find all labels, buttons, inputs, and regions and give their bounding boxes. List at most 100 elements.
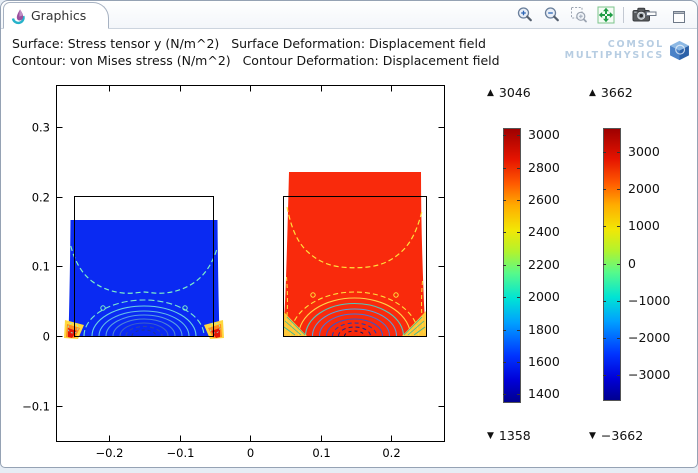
- colorbar2-max-marker: ▲ 3662: [589, 85, 633, 100]
- zoom-extents-button[interactable]: [596, 5, 615, 24]
- colorbar-tick-notch: [617, 152, 620, 154]
- axis-tick-label: 0.2: [382, 446, 400, 460]
- zoom-in-button[interactable]: [515, 5, 534, 24]
- colorbar-tick-label: 2000: [528, 289, 560, 305]
- colorbar-tick-notch: [517, 264, 520, 266]
- colorbar-tick-label: −2000: [628, 329, 671, 345]
- maximize-icon: [672, 10, 685, 23]
- colorbar2-min-marker: ▼ −3662: [589, 428, 643, 443]
- axis-tick-label: −0.2: [96, 446, 124, 460]
- colorbar-tick-notch: [503, 394, 506, 396]
- colorbar-tick-notch: [517, 329, 520, 331]
- colorbar-tick-notch: [517, 232, 520, 234]
- colorbar-tick-notch: [603, 152, 606, 154]
- tab-graphics-label: Graphics: [31, 8, 87, 23]
- colorbar1-max-value: 3046: [498, 85, 531, 100]
- colorbar-tick-notch: [503, 135, 506, 137]
- plot-title-block: Surface: Stress tensor y (N/m^2) Surface…: [12, 35, 500, 69]
- maximize-view-button[interactable]: [669, 7, 688, 26]
- view-window-controls: [642, 7, 688, 26]
- colorbar-tick-label: −3000: [628, 366, 671, 382]
- colorbar-tick-notch: [603, 226, 606, 228]
- colorbar-tick-notch: [603, 300, 606, 302]
- colorbar-right-gradient: [603, 128, 621, 401]
- colorbar-tick-label: 1800: [528, 321, 560, 337]
- colorbar-tick-notch: [503, 264, 506, 266]
- colorbar-tick-notch: [503, 232, 506, 234]
- right-model-surface: [283, 172, 427, 337]
- colorbar-tick-notch: [517, 200, 520, 202]
- colorbar-tick-label: 3000: [628, 144, 660, 160]
- triangle-up-icon: ▲: [487, 87, 494, 98]
- plot-title-line-2: Contour: von Mises stress (N/m^2) Contou…: [12, 53, 500, 68]
- comsol-logo-line-1: COMSOL: [607, 39, 664, 50]
- colorbar-tick-notch: [503, 200, 506, 202]
- colorbar-tick-notch: [503, 329, 506, 331]
- axis-tick-label: 0: [247, 446, 254, 460]
- colorbar-tick-label: 2000: [628, 181, 660, 197]
- colorbar-tick-notch: [617, 337, 620, 339]
- camera-icon: [632, 7, 650, 22]
- triangle-down-icon: ▼: [589, 430, 596, 441]
- colorbar-tick-label: 1600: [528, 353, 560, 369]
- colorbar1-min-value: 1358: [498, 428, 531, 443]
- zoom-box-button[interactable]: [569, 5, 588, 24]
- colorbar-tick-label: 1000: [628, 218, 660, 234]
- colorbar-tick-notch: [603, 374, 606, 376]
- colorbar-tick-notch: [517, 135, 520, 137]
- axis-tick-label: 0: [43, 330, 50, 344]
- colorbar-tick-label: 2800: [528, 159, 560, 175]
- right-model-corner-hotspots: [283, 311, 426, 336]
- left-model-outline: [74, 196, 214, 337]
- zoom-in-icon: [517, 6, 532, 21]
- graphics-canvas[interactable]: −0.2 −0.1 0 0.1 0.2 0.3 0.2 0.1 0 −0.1: [21, 81, 461, 466]
- colorbar-tick-notch: [517, 394, 520, 396]
- axis-tick-label: 0.3: [32, 121, 50, 135]
- axis-ticks: [56, 85, 445, 442]
- colorbar-tick-label: 3000: [528, 127, 560, 143]
- colorbar-right: 3000 2000 1000 0 −1000 −2000 −3000: [603, 128, 679, 401]
- colorbar-tick-label: −1000: [628, 292, 671, 308]
- colorbar-tick-label: 2200: [528, 256, 560, 272]
- minimize-icon: [645, 11, 656, 16]
- colorbar-tick-notch: [517, 167, 520, 169]
- zoom-extents-icon: [597, 6, 614, 23]
- colorbar-left: 3000 2800 2600 2400 2200 2000 1800 1600 1400: [503, 127, 579, 403]
- comsol-cube-icon: [670, 40, 689, 60]
- axis-tick-label: 0.1: [312, 446, 330, 460]
- axis-tick-labels: −0.2 −0.1 0 0.1 0.2 0.3 0.2 0.1 0 −0.1: [22, 121, 401, 461]
- colorbar-tick-notch: [617, 226, 620, 228]
- tab-graphics[interactable]: Graphics: [3, 2, 110, 29]
- left-model-surface: [64, 196, 224, 339]
- colorbar2-max-value: 3662: [600, 85, 633, 100]
- axis-tick-label: 0.2: [32, 191, 50, 205]
- colorbar2-min-value: −3662: [600, 428, 644, 443]
- snapshot-button[interactable]: [632, 5, 651, 24]
- triangle-down-icon: ▼: [487, 430, 494, 441]
- zoom-out-icon: [544, 6, 559, 21]
- comsol-logo-text: COMSOL MULTIPHYSICS: [565, 39, 664, 61]
- colorbar-tick-notch: [503, 297, 506, 299]
- axis-tick-label: −0.1: [22, 400, 50, 414]
- zoom-out-button[interactable]: [542, 5, 561, 24]
- comsol-app-icon: [10, 8, 27, 29]
- colorbar-tick-notch: [617, 189, 620, 191]
- minimize-view-button[interactable]: [642, 7, 661, 26]
- comsol-logo: COMSOL MULTIPHYSICS: [565, 39, 690, 61]
- colorbar-tick-label: 0: [628, 255, 636, 271]
- colorbar-tick-label: 2600: [528, 192, 560, 208]
- colorbar-tick-label: 2400: [528, 224, 560, 240]
- colorbar-tick-notch: [503, 361, 506, 363]
- graphics-toolbar: [515, 5, 651, 24]
- colorbar-tick-notch: [603, 189, 606, 191]
- colorbar-tick-notch: [617, 263, 620, 265]
- colorbar-tick-notch: [503, 167, 506, 169]
- colorbar-tick-notch: [617, 300, 620, 302]
- colorbar-tick-notch: [517, 361, 520, 363]
- colorbar-tick-label: 1400: [528, 386, 560, 402]
- comsol-logo-line-2: MULTIPHYSICS: [564, 50, 664, 61]
- axis-tick-label: 0.1: [32, 260, 50, 274]
- colorbar-tick-notch: [603, 337, 606, 339]
- colorbar-tick-notch: [517, 297, 520, 299]
